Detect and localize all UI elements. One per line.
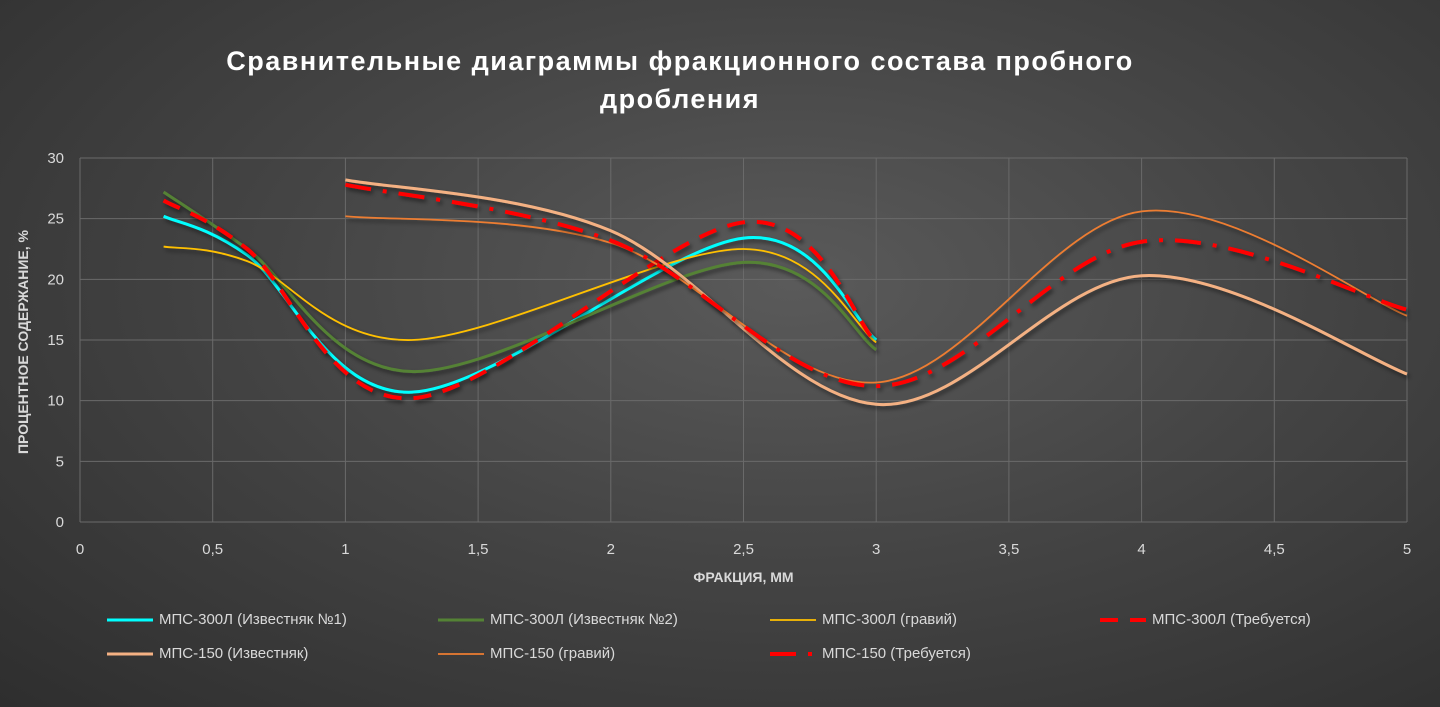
x-axis-label: ФРАКЦИЯ, ММ <box>693 569 793 585</box>
legend-swatch-icon <box>107 652 153 655</box>
legend-item: МПС-150 (Известняк) <box>107 645 308 662</box>
series-line-3 <box>163 245 877 344</box>
series-line-5 <box>345 178 1408 406</box>
legend-item: МПС-150 (гравий) <box>438 645 615 662</box>
legend-item: МПС-300Л (Требуется) <box>1100 611 1311 628</box>
chart-title: Сравнительные диаграммы фракционного сос… <box>0 42 1360 118</box>
legend-label: МПС-300Л (Требуется) <box>1152 611 1311 628</box>
x-tick-label: 3,5 <box>998 541 1019 558</box>
x-tick-label: 5 <box>1403 541 1411 558</box>
x-tick-label: 4 <box>1137 541 1145 558</box>
legend-swatch-icon <box>770 618 816 621</box>
series-line-4 <box>162 198 878 401</box>
legend-label: МПС-150 (Требуется) <box>822 645 971 662</box>
legend-label: МПС-150 (Известняк) <box>159 645 309 662</box>
x-tick-label: 0 <box>76 541 84 558</box>
x-tick-label: 2,5 <box>733 541 754 558</box>
x-tick-label: 3 <box>872 541 880 558</box>
series-line-6 <box>345 209 1408 384</box>
y-tick-label: 30 <box>47 150 64 167</box>
x-tick-label: 0,5 <box>202 541 223 558</box>
x-tick-label: 1,5 <box>468 541 489 558</box>
x-tick-label: 1 <box>341 541 349 558</box>
legend-swatch-icon <box>438 652 484 655</box>
series-line-1 <box>162 214 878 394</box>
legend-item: МПС-150 (Требуется) <box>770 645 971 662</box>
y-tick-label: 20 <box>47 271 64 288</box>
x-tick-label: 2 <box>607 541 615 558</box>
y-tick-label: 25 <box>47 211 64 228</box>
legend-label: МПС-300Л (гравий) <box>822 611 958 628</box>
legend-label: МПС-150 (гравий) <box>490 645 616 662</box>
legend-swatch-icon <box>770 651 816 656</box>
y-tick-label: 10 <box>47 393 64 410</box>
chart-title-line-1: Сравнительные диаграммы фракционного сос… <box>226 46 1134 76</box>
legend-swatch-icon <box>438 618 484 621</box>
x-tick-label: 4,5 <box>1264 541 1285 558</box>
legend-item: МПС-300Л (гравий) <box>770 611 957 628</box>
y-tick-label: 5 <box>56 453 64 470</box>
y-tick-label: 15 <box>47 332 64 349</box>
legend-swatch-icon <box>107 618 153 621</box>
legend-swatch-icon <box>1100 617 1146 622</box>
legend-item: МПС-300Л (Известняк №1) <box>107 611 347 628</box>
y-tick-label: 0 <box>56 514 64 531</box>
legend-label: МПС-300Л (Известняк №1) <box>159 611 347 628</box>
y-axis-label: ПРОЦЕНТНОЕ СОДЕРЖАНИЕ, % <box>15 229 31 454</box>
legend-label: МПС-300Л (Известняк №2) <box>490 611 678 628</box>
chart-title-line-2: дробления <box>599 84 761 114</box>
legend-item: МПС-300Л (Известняк №2) <box>438 611 678 628</box>
